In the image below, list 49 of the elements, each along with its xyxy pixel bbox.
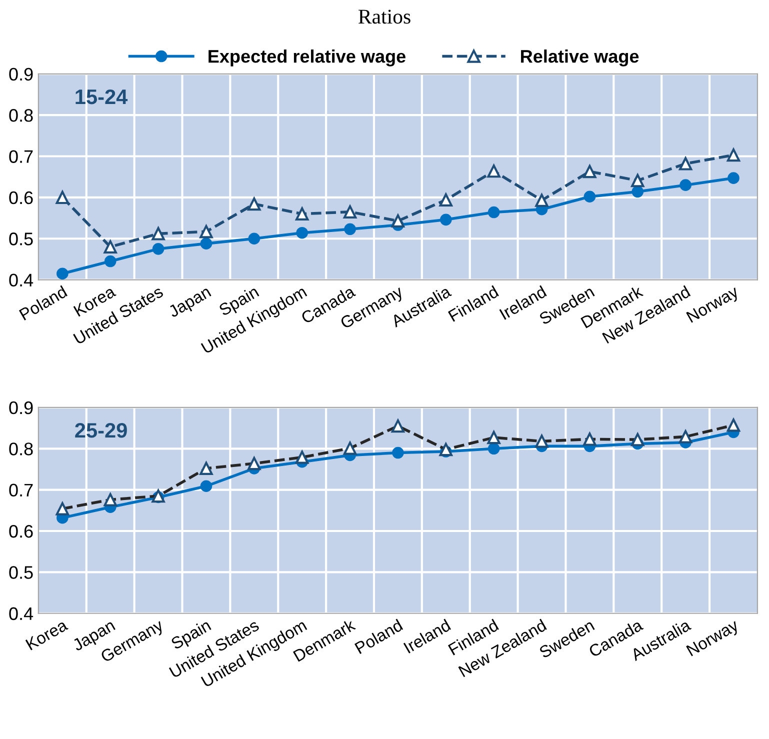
point (152, 243, 164, 255)
y-tick-label: 0.7 (9, 150, 33, 163)
point (200, 225, 213, 238)
point (584, 190, 596, 203)
y-tick-label: 0.6 (9, 191, 33, 204)
point (631, 174, 644, 188)
point (535, 194, 548, 207)
point (728, 172, 740, 184)
point (344, 223, 356, 236)
point (200, 480, 212, 492)
point (391, 214, 405, 228)
point (487, 164, 500, 178)
y-tick-label: 0.9 (9, 68, 33, 81)
point (104, 240, 117, 254)
y-tick-label: 0.5 (9, 232, 33, 246)
point (726, 148, 740, 162)
y-tick-label: 0.8 (9, 109, 33, 122)
y-tick-label: 0.9 (9, 401, 33, 414)
point (295, 207, 309, 221)
point (104, 255, 116, 268)
point (248, 232, 260, 245)
point (440, 214, 452, 226)
point (678, 157, 692, 170)
point (296, 226, 308, 239)
annotation: 25-29 (75, 423, 127, 438)
y-tick-label: 0.6 (9, 524, 33, 538)
point (583, 164, 596, 178)
legend-label: Relative wage (521, 50, 639, 66)
y-tick-label: 0.4 (9, 274, 34, 287)
point (392, 446, 404, 459)
point (248, 197, 261, 211)
y-tick-label: 0.7 (9, 484, 33, 497)
x-tick-label: Korea (25, 618, 69, 650)
legend-label: Expected relative wage (208, 50, 406, 66)
point (680, 179, 692, 191)
point (343, 205, 357, 218)
point (200, 238, 212, 250)
point (488, 442, 500, 455)
point (439, 193, 452, 207)
y-tick-label: 0.5 (9, 566, 33, 579)
y-tick-label: 0.4 (9, 607, 34, 620)
point (632, 186, 644, 198)
point (56, 190, 70, 204)
point (56, 268, 68, 280)
chart-title: Ratios (358, 10, 410, 24)
point (488, 206, 500, 218)
annotation: 15-24 (76, 89, 128, 104)
point (152, 227, 165, 240)
y-tick-label: 0.8 (9, 442, 33, 456)
